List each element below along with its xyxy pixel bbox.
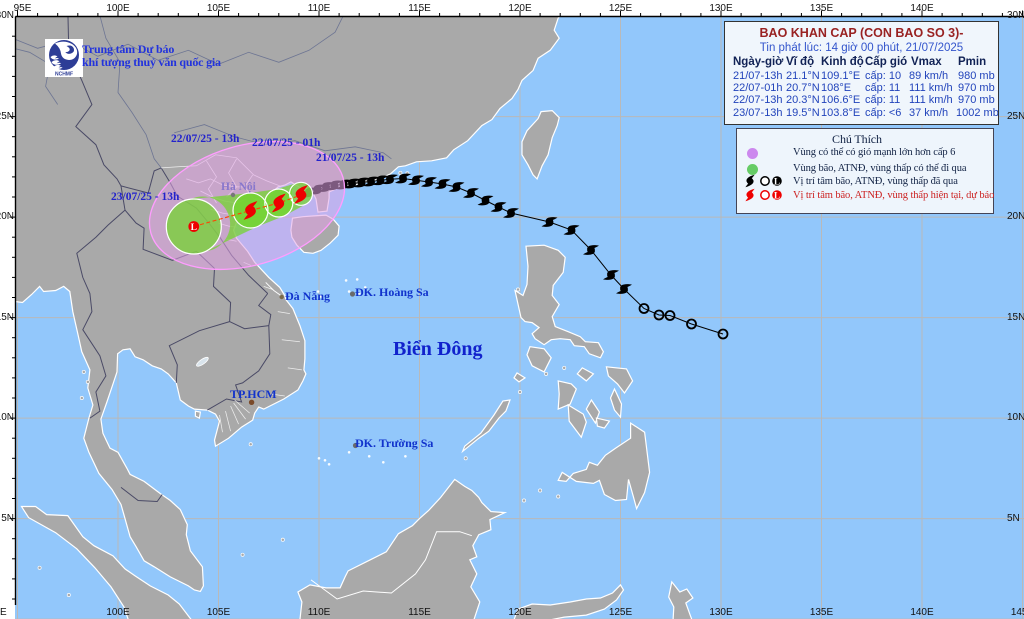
svg-text:L: L <box>774 190 780 200</box>
svg-text:L: L <box>774 176 780 186</box>
svg-text:NCHMF: NCHMF <box>55 72 73 78</box>
